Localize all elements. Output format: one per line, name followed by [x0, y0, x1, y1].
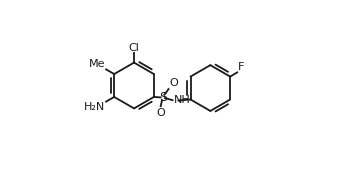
Text: H₂N: H₂N	[84, 102, 105, 112]
Text: Me: Me	[89, 59, 105, 69]
Text: O: O	[156, 108, 165, 119]
Text: F: F	[238, 62, 244, 72]
Text: O: O	[169, 78, 178, 88]
Text: S: S	[159, 91, 167, 104]
Text: NH: NH	[174, 95, 191, 106]
Text: Cl: Cl	[129, 43, 139, 53]
